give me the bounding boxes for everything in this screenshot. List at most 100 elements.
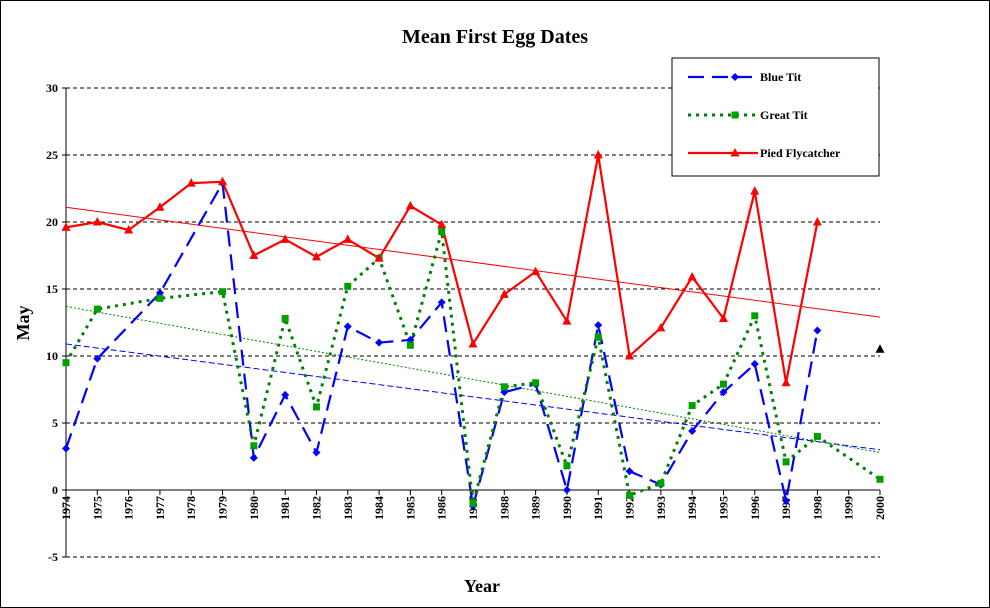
pied-flycatcher-point — [781, 377, 791, 387]
pied-flycatcher-point — [280, 234, 290, 243]
x-tick-label: 1975 — [90, 496, 104, 520]
x-tick-label: 1996 — [748, 496, 762, 520]
legend-label-blue-tit: Blue Tit — [760, 70, 801, 84]
y-tick-label: 30 — [46, 81, 58, 95]
great-tit-point — [93, 305, 101, 313]
x-tick-label: 1993 — [654, 496, 668, 520]
great-tit-point — [500, 383, 508, 391]
blue-tit-point — [782, 496, 791, 505]
x-tick-label: 1990 — [560, 496, 574, 520]
pied-flycatcher-point — [92, 217, 102, 226]
series-markers — [61, 150, 885, 511]
pied-flycatcher-trendline — [65, 206, 881, 318]
blue-tit-point — [750, 360, 759, 369]
great-tit-point — [469, 499, 477, 507]
pied-flycatcher-point — [374, 253, 384, 262]
x-tick-label: 1999 — [842, 496, 856, 520]
pied-flycatcher-point — [625, 351, 635, 360]
great-tit-point — [657, 479, 665, 487]
great-tit-point — [719, 380, 727, 388]
blue-tit-point — [249, 453, 258, 462]
blue-tit-point — [594, 321, 603, 330]
x-tick-label: 1980 — [247, 496, 261, 520]
x-tick-label: 1978 — [184, 496, 198, 520]
blue-tit-point — [719, 388, 728, 397]
x-tick-label: 1991 — [591, 496, 605, 520]
blue-tit-point — [562, 486, 571, 494]
x-tick-label: 2000 — [873, 496, 887, 520]
pied-flycatcher-point — [562, 316, 572, 325]
great-tit-point — [281, 314, 289, 322]
x-tick-label: 1974 — [59, 496, 73, 520]
great-tit-point — [219, 288, 227, 296]
blue-tit-point — [625, 467, 634, 476]
x-tick-label: 1977 — [153, 496, 167, 520]
pied-flycatcher-point — [249, 250, 259, 259]
x-tick-label: 1982 — [309, 496, 323, 520]
trendlines — [65, 206, 881, 453]
gridlines — [66, 87, 880, 558]
y-tick-label: 10 — [46, 349, 58, 363]
x-tick-label: 1994 — [685, 496, 699, 520]
pied-flycatcher-point — [437, 219, 447, 229]
great-tit-point — [782, 458, 790, 466]
great-tit-point — [156, 294, 164, 302]
great-tit-point — [438, 227, 446, 235]
pied-flycatcher-point — [218, 176, 228, 186]
x-tick-label: 1985 — [403, 496, 417, 520]
great-tit-point — [563, 462, 571, 470]
pied-flycatcher-point — [405, 200, 415, 210]
blue-tit-point — [62, 444, 70, 453]
pied-flycatcher-point — [812, 217, 822, 226]
chart-title: Mean First Egg Dates — [402, 26, 588, 48]
x-tick-label: 1988 — [497, 496, 511, 520]
pied-flycatcher-point — [343, 234, 353, 243]
legend: Blue Tit Great Tit Pied Flycatcher — [671, 57, 880, 177]
blue-tit-point — [375, 338, 384, 347]
great-tit-point — [312, 403, 320, 411]
x-tick-label: 1997 — [779, 496, 793, 520]
x-tick-label: 1998 — [810, 496, 824, 520]
pied-flycatcher-point — [186, 178, 196, 187]
y-axis-title: May — [13, 306, 33, 341]
x-tick-label: 1981 — [278, 496, 292, 520]
y-tick-label: 5 — [52, 416, 58, 430]
great-tit-point — [813, 432, 821, 440]
x-tick-label: 1989 — [529, 496, 543, 520]
blue-tit-trendline — [65, 343, 881, 451]
pied-flycatcher-line — [65, 153, 819, 384]
pied-flycatcher-point — [499, 289, 509, 298]
x-tick-label: 1979 — [216, 496, 230, 520]
great-tit-trendline — [65, 305, 881, 453]
y-tick-label: 0 — [52, 483, 58, 497]
y-tick-label: 15 — [46, 282, 58, 296]
pied-flycatcher-point — [124, 225, 134, 234]
great-tit-point — [406, 341, 414, 349]
pied-flycatcher-point — [61, 222, 71, 231]
axes: -5 0 5 10 15 20 25 30 1974 1975 1976 1977 1978 1979 19… — [46, 81, 887, 564]
blue-tit-point — [93, 354, 102, 363]
blue-tit-point — [813, 326, 822, 335]
y-tick-label: -5 — [48, 550, 58, 564]
pied-flycatcher-point — [750, 186, 760, 195]
x-axis-title: Year — [464, 576, 500, 596]
blue-tit-point — [688, 427, 697, 436]
great-tit-line — [64, 229, 881, 505]
pied-flycatcher-point — [718, 313, 728, 322]
great-tit-point — [751, 312, 759, 320]
pied-flycatcher-point — [656, 322, 666, 332]
great-tit-point — [62, 359, 70, 367]
x-tick-label: 1992 — [623, 496, 637, 520]
legend-label-great-tit: Great Tit — [760, 108, 808, 122]
legend-marker-great-tit — [731, 111, 739, 119]
y-tick-label: 25 — [46, 148, 58, 162]
great-tit-point — [876, 475, 884, 483]
legend-box — [671, 57, 880, 177]
pied-flycatcher-point — [687, 271, 697, 281]
legend-marker-blue-tit — [731, 73, 739, 81]
pied-flycatcher-point — [155, 202, 165, 211]
x-tick-label: 1984 — [372, 496, 386, 520]
great-tit-point — [250, 442, 258, 450]
blue-tit-point — [281, 390, 290, 399]
